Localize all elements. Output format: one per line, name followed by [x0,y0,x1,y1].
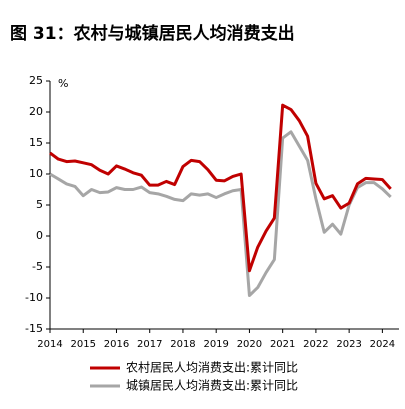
y-tick-label: 20 [29,105,43,118]
legend-label: 农村居民人均消费支出:累计同比 [126,361,298,375]
y-tick-label: 15 [29,136,43,149]
y-tick-label: 10 [29,167,43,180]
x-tick-label: 2018 [170,339,195,350]
x-tick-label: 2022 [303,339,328,350]
legend-label: 城镇居民人均消费支出:累计同比 [126,379,298,393]
x-tick-label: 2014 [37,339,62,350]
y-unit: % [58,77,68,90]
y-tick-label: 0 [36,229,43,242]
y-tick-label: 25 [29,74,43,87]
x-tick-label: 2019 [203,339,228,350]
x-tick-label: 2021 [270,339,295,350]
y-tick-label: -15 [25,322,43,335]
x-tick-label: 2020 [237,339,262,350]
y-tick-label: -5 [32,260,43,273]
x-tick-label: 2017 [137,339,162,350]
series-line [49,103,392,273]
x-tick-label: 2016 [104,339,129,350]
x-tick-label: 2015 [71,339,96,350]
chart-title: 图 31：农村与城镇居民人均消费支出 [10,23,295,44]
y-tick-label: -10 [25,291,43,304]
x-tick-label: 2023 [336,339,361,350]
x-tick-label: 2024 [370,339,395,350]
y-tick-label: 5 [36,198,43,211]
series-line [49,130,392,298]
